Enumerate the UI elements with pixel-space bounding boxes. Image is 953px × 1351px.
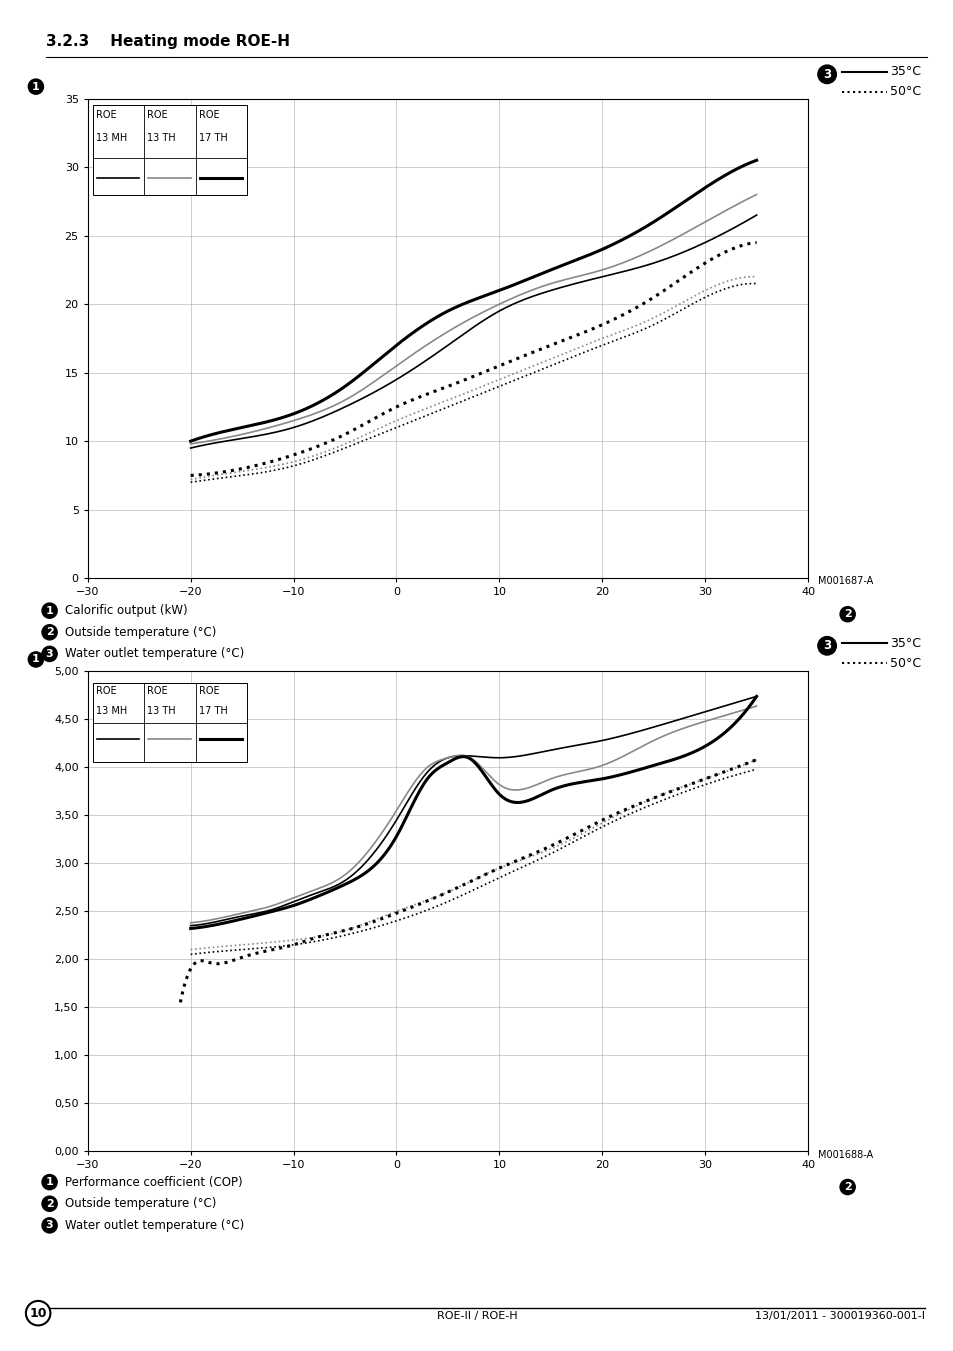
- Text: 2: 2: [842, 609, 851, 619]
- Text: M001687-A: M001687-A: [817, 576, 872, 585]
- Bar: [92, 105, 247, 195]
- Text: 35°C: 35°C: [889, 636, 920, 650]
- Text: 17 TH: 17 TH: [198, 132, 228, 143]
- Text: 3: 3: [822, 68, 830, 81]
- Text: 2: 2: [46, 1198, 53, 1209]
- Text: 50°C: 50°C: [889, 85, 921, 99]
- Bar: [92, 684, 247, 762]
- Text: Performance coefficient (COP): Performance coefficient (COP): [65, 1175, 242, 1189]
- Text: ROE: ROE: [148, 686, 168, 696]
- Text: 35°C: 35°C: [889, 65, 920, 78]
- Text: ROE: ROE: [198, 109, 219, 120]
- Text: 17 TH: 17 TH: [198, 707, 228, 716]
- Text: 13 TH: 13 TH: [148, 707, 176, 716]
- Text: Calorific output (kW): Calorific output (kW): [65, 604, 188, 617]
- Text: Outside temperature (°C): Outside temperature (°C): [65, 1197, 216, 1210]
- Text: 13 TH: 13 TH: [148, 132, 176, 143]
- Text: ROE: ROE: [198, 686, 219, 696]
- Text: 3: 3: [46, 648, 53, 659]
- Text: Outside temperature (°C): Outside temperature (°C): [65, 626, 216, 639]
- Text: Water outlet temperature (°C): Water outlet temperature (°C): [65, 1219, 244, 1232]
- Text: 1: 1: [46, 605, 53, 616]
- Text: 1: 1: [32, 81, 40, 92]
- Text: 2: 2: [46, 627, 53, 638]
- Text: 50°C: 50°C: [889, 657, 921, 670]
- Text: M001688-A: M001688-A: [817, 1150, 872, 1159]
- Text: ROE: ROE: [96, 109, 116, 120]
- Text: 13 MH: 13 MH: [96, 707, 127, 716]
- Text: 13/01/2011 - 300019360-001-I: 13/01/2011 - 300019360-001-I: [755, 1312, 924, 1321]
- Text: 10: 10: [30, 1306, 47, 1320]
- Text: 3.2.3    Heating mode ROE-H: 3.2.3 Heating mode ROE-H: [46, 34, 290, 49]
- Text: 3: 3: [46, 1220, 53, 1231]
- Text: Water outlet temperature (°C): Water outlet temperature (°C): [65, 647, 244, 661]
- Text: 3: 3: [822, 639, 830, 653]
- Text: 13 MH: 13 MH: [96, 132, 127, 143]
- Text: 1: 1: [46, 1177, 53, 1188]
- Text: ROE: ROE: [96, 686, 116, 696]
- Text: 1: 1: [32, 654, 40, 665]
- Text: 2: 2: [842, 1182, 851, 1192]
- Text: ROE: ROE: [148, 109, 168, 120]
- Text: ROE-II / ROE-H: ROE-II / ROE-H: [436, 1312, 517, 1321]
